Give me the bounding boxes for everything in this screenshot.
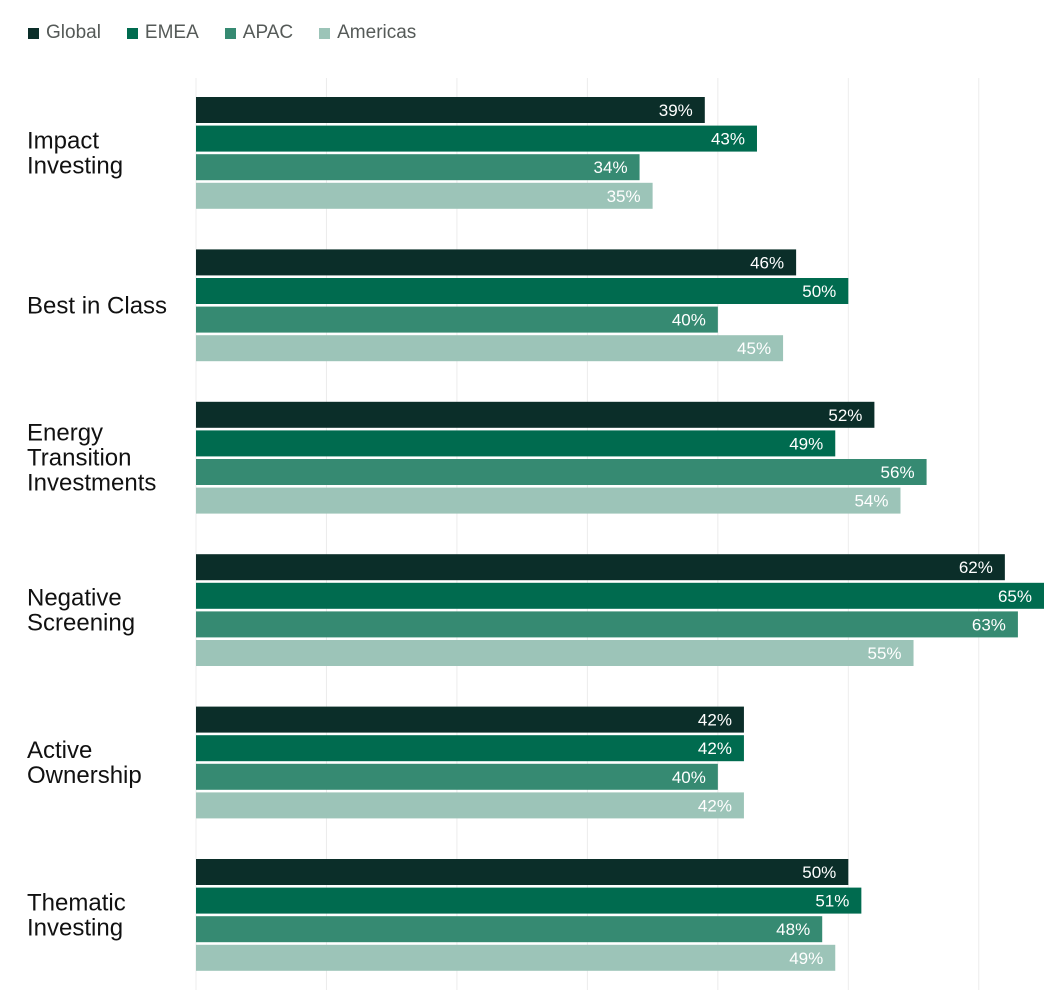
bar-emea	[196, 430, 836, 457]
bar-value-label: 42%	[698, 739, 732, 758]
bar-americas	[196, 792, 744, 819]
bar-value-label: 55%	[868, 644, 902, 663]
category-label-line: Investments	[27, 470, 156, 497]
bar-global	[196, 554, 1005, 581]
bar-global	[196, 97, 705, 123]
bar-value-label: 40%	[672, 311, 706, 330]
category-label-line: Investing	[27, 152, 123, 179]
bar-global	[196, 249, 797, 276]
bar-apac	[196, 916, 823, 943]
bar-emea	[196, 887, 862, 914]
bar-value-label: 35%	[607, 187, 641, 206]
bar-apac	[196, 154, 640, 181]
bar-apac	[196, 306, 718, 333]
bar-value-label: 50%	[802, 863, 836, 882]
bar-americas	[196, 182, 653, 209]
bar-emea	[196, 582, 1044, 609]
bar-value-label: 65%	[998, 587, 1032, 606]
category-label: Energy Transition Investments	[27, 420, 156, 497]
bar-value-label: 49%	[789, 949, 823, 968]
legend-label: Americas	[337, 22, 417, 43]
bar-value-label: 63%	[972, 615, 1006, 634]
category-label: Impact Investing	[27, 127, 123, 179]
bar-value-label: 48%	[776, 920, 810, 939]
bar-value-label: 34%	[594, 158, 628, 177]
category-label: Best in Class	[27, 292, 167, 319]
bar-emea	[196, 735, 744, 762]
category-label-line: Energy	[27, 420, 103, 447]
bar-value-label: 42%	[698, 711, 732, 730]
legend-swatch	[28, 27, 39, 39]
category-label-line: Thematic	[27, 889, 126, 916]
category-label: Active Ownership	[27, 737, 142, 789]
category-label-line: Negative	[27, 585, 122, 612]
legend-item-americas: Americas	[319, 22, 416, 44]
bar-global	[196, 859, 849, 885]
bar-value-label: 40%	[672, 768, 706, 787]
bar-americas	[196, 335, 784, 362]
bar-value-label: 39%	[659, 101, 693, 120]
bar-value-label: 54%	[854, 492, 888, 511]
category-label-line: Active	[27, 737, 92, 764]
category-label: Thematic Investing	[27, 889, 126, 941]
legend-label: APAC	[242, 22, 294, 43]
bar-value-label: 45%	[737, 339, 771, 358]
category-label-line: Best in Class	[27, 292, 167, 319]
legend-label: Global	[46, 22, 101, 43]
category-label: Negative Screening	[27, 585, 135, 637]
legend-item-global: Global	[28, 22, 101, 44]
bar-value-label: 49%	[789, 434, 823, 453]
bar-value-label: 42%	[698, 796, 732, 815]
bar-value-label: 50%	[802, 282, 836, 301]
bar-value-label: 51%	[815, 892, 849, 911]
bar-value-label: 46%	[750, 253, 784, 272]
category-label-line: Impact	[27, 127, 99, 154]
bar-americas	[196, 640, 914, 666]
category-label-line: Ownership	[27, 762, 142, 789]
legend-label: EMEA	[144, 22, 199, 43]
legend-item-apac: APAC	[224, 22, 294, 44]
gridlines	[195, 78, 980, 990]
bar-americas	[196, 944, 836, 971]
legend-item-emea: EMEA	[126, 22, 199, 44]
bar-emea	[196, 125, 757, 152]
legend-swatch	[126, 27, 138, 39]
bar-global	[196, 401, 875, 428]
legend: Global EMEA APAC Americas	[28, 22, 442, 44]
bar-value-label: 62%	[959, 558, 993, 577]
bar-apac	[196, 459, 927, 485]
legend-swatch	[319, 27, 331, 39]
bar-emea	[196, 278, 849, 304]
bar-value-label: 52%	[828, 406, 862, 425]
category-label-line: Transition	[27, 445, 131, 472]
bar-global	[196, 706, 744, 733]
bar-value-label: 43%	[711, 130, 745, 149]
bar-apac	[196, 611, 1018, 638]
category-label-line: Screening	[27, 610, 135, 637]
legend-swatch	[224, 27, 236, 39]
bar-americas	[196, 487, 901, 514]
bar-value-label: 56%	[881, 463, 915, 482]
bar-apac	[196, 763, 718, 790]
category-label-line: Investing	[27, 914, 123, 941]
